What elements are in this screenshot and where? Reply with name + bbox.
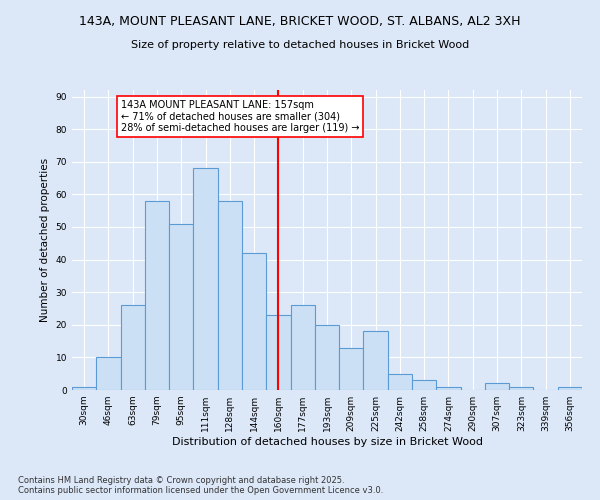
Bar (558, 386, 582, 390)
Bar (290, 305, 315, 390)
Bar (218, 201, 242, 390)
Bar (72, 386, 96, 390)
Bar (121, 305, 145, 390)
Text: Contains HM Land Registry data © Crown copyright and database right 2025.
Contai: Contains HM Land Registry data © Crown c… (18, 476, 383, 495)
Bar (436, 386, 461, 390)
Bar (315, 325, 339, 390)
Text: 143A, MOUNT PLEASANT LANE, BRICKET WOOD, ST. ALBANS, AL2 3XH: 143A, MOUNT PLEASANT LANE, BRICKET WOOD,… (79, 15, 521, 28)
Bar (145, 201, 169, 390)
Bar (388, 374, 412, 390)
Bar (242, 253, 266, 390)
Bar (193, 168, 218, 390)
Bar (509, 386, 533, 390)
Bar (339, 348, 364, 390)
Bar (266, 315, 290, 390)
Text: 143A MOUNT PLEASANT LANE: 157sqm
← 71% of detached houses are smaller (304)
28% : 143A MOUNT PLEASANT LANE: 157sqm ← 71% o… (121, 100, 359, 133)
Bar (485, 384, 509, 390)
Text: Size of property relative to detached houses in Bricket Wood: Size of property relative to detached ho… (131, 40, 469, 50)
Bar (169, 224, 193, 390)
Bar (96, 358, 121, 390)
Bar (412, 380, 436, 390)
Bar (364, 332, 388, 390)
Y-axis label: Number of detached properties: Number of detached properties (40, 158, 50, 322)
X-axis label: Distribution of detached houses by size in Bricket Wood: Distribution of detached houses by size … (172, 437, 482, 447)
